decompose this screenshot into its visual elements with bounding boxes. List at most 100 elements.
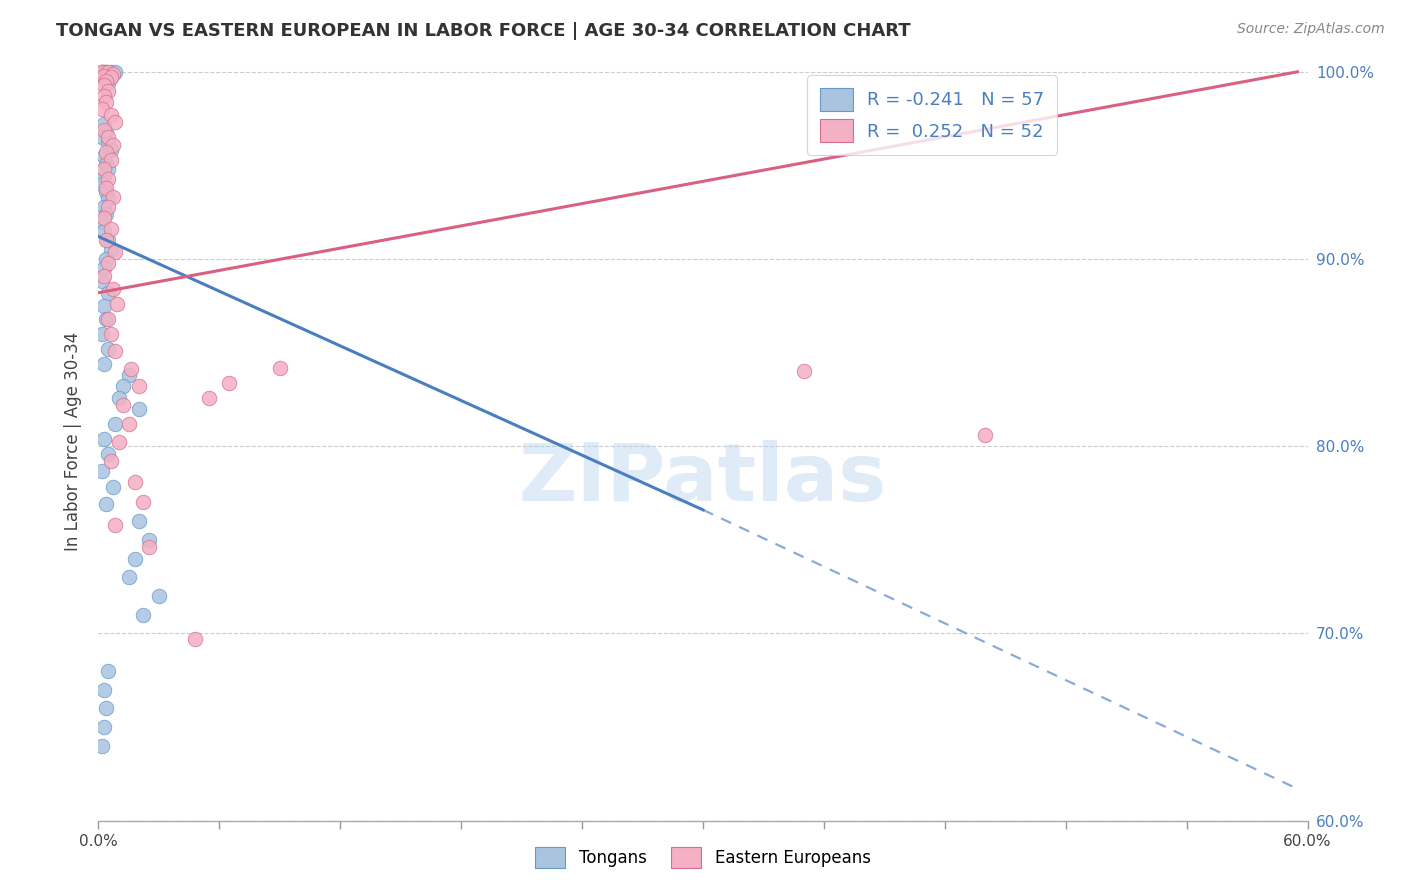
Point <box>118 417 141 431</box>
Point <box>101 282 124 296</box>
Point <box>218 376 240 390</box>
Point <box>97 447 120 461</box>
Point <box>100 70 122 85</box>
Point <box>198 391 221 405</box>
Point <box>91 275 114 289</box>
Point <box>97 83 120 97</box>
Point <box>93 89 115 103</box>
Point <box>91 214 114 228</box>
Point <box>111 379 134 393</box>
Point <box>184 632 207 646</box>
Point <box>103 343 125 358</box>
Point <box>97 136 120 150</box>
Point <box>93 432 115 446</box>
Text: ZIPatlas: ZIPatlas <box>519 441 887 518</box>
Point <box>100 144 122 158</box>
Point <box>100 153 122 167</box>
Point <box>103 64 125 78</box>
Point <box>96 145 118 160</box>
Point <box>97 233 120 247</box>
Point <box>96 95 118 109</box>
Point <box>91 739 114 753</box>
Point <box>118 368 141 382</box>
Point <box>128 514 150 528</box>
Point <box>91 64 114 78</box>
Point <box>93 682 115 697</box>
Point <box>120 362 142 376</box>
Point <box>96 64 118 78</box>
Point <box>132 607 155 622</box>
Point <box>138 533 160 547</box>
Point <box>93 200 115 214</box>
Point <box>100 70 122 85</box>
Point <box>124 551 146 566</box>
Point <box>93 123 115 137</box>
Point <box>93 224 115 238</box>
Point <box>107 391 129 405</box>
Point <box>93 299 115 313</box>
Point <box>100 222 122 236</box>
Point <box>100 108 122 122</box>
Point <box>97 64 120 78</box>
Point <box>97 171 120 186</box>
Point <box>100 326 122 341</box>
Point <box>91 177 114 191</box>
Point <box>97 664 120 678</box>
Point <box>103 244 125 259</box>
Point <box>93 72 115 87</box>
Point <box>96 701 118 715</box>
Point <box>101 137 124 152</box>
Point <box>96 67 118 81</box>
Point <box>101 67 124 81</box>
Point <box>128 401 150 416</box>
Text: Source: ZipAtlas.com: Source: ZipAtlas.com <box>1237 22 1385 37</box>
Point <box>97 76 120 90</box>
Point <box>118 570 141 584</box>
Point <box>793 364 815 378</box>
Point <box>96 497 118 511</box>
Point <box>91 464 114 478</box>
Point <box>96 207 118 221</box>
Point <box>100 243 122 257</box>
Point <box>91 326 114 341</box>
Point <box>107 435 129 450</box>
Point <box>105 297 128 311</box>
Point <box>91 64 114 78</box>
Point <box>96 156 118 170</box>
Point <box>96 233 118 247</box>
Y-axis label: In Labor Force | Age 30-34: In Labor Force | Age 30-34 <box>63 332 82 551</box>
Point <box>93 261 115 276</box>
Point <box>97 285 120 300</box>
Point <box>100 454 122 468</box>
Point <box>93 720 115 734</box>
Legend: Tongans, Eastern Europeans: Tongans, Eastern Europeans <box>529 840 877 875</box>
Point <box>93 268 115 283</box>
Point <box>97 162 120 177</box>
Point <box>96 125 118 139</box>
Point <box>93 162 115 177</box>
Point <box>97 312 120 326</box>
Point <box>93 78 115 92</box>
Point <box>93 169 115 184</box>
Point <box>128 379 150 393</box>
Point <box>91 102 114 116</box>
Point <box>97 342 120 356</box>
Point <box>103 517 125 532</box>
Legend: R = -0.241   N = 57, R =  0.252   N = 52: R = -0.241 N = 57, R = 0.252 N = 52 <box>807 75 1057 155</box>
Point <box>93 117 115 131</box>
Point <box>269 360 291 375</box>
Point <box>97 200 120 214</box>
Text: TONGAN VS EASTERN EUROPEAN IN LABOR FORCE | AGE 30-34 CORRELATION CHART: TONGAN VS EASTERN EUROPEAN IN LABOR FORC… <box>56 22 911 40</box>
Point <box>96 181 118 195</box>
Point <box>103 115 125 129</box>
Point <box>103 417 125 431</box>
Point <box>96 185 118 199</box>
Point <box>91 64 114 78</box>
Point <box>148 589 170 603</box>
Point <box>93 69 115 83</box>
Point <box>101 480 124 494</box>
Point <box>97 256 120 270</box>
Point <box>96 252 118 266</box>
Point <box>111 398 134 412</box>
Point <box>97 130 120 145</box>
